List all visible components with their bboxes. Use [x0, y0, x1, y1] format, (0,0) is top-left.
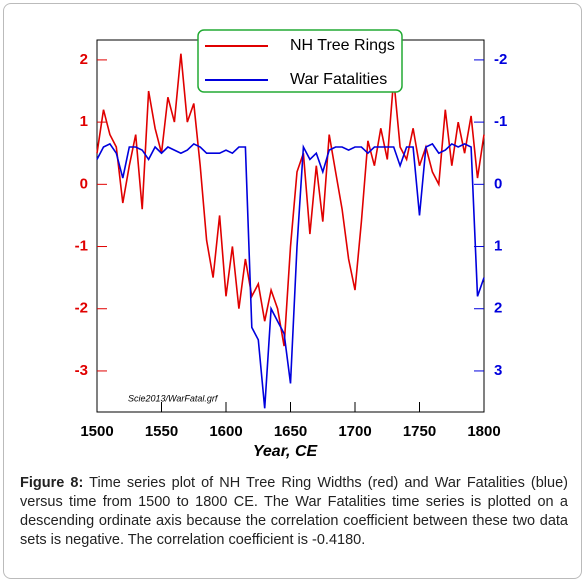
chart: Year, CE Scie2013/WarFatal.grf 1500 1550 1… [75, 29, 507, 460]
y-tick-label: -1 [75, 237, 88, 254]
x-tick-label: 1750 [403, 423, 436, 440]
y2-tick-label: 2 [494, 300, 502, 317]
figure-border [3, 3, 582, 579]
x-axis-label: Year, CE [253, 443, 319, 460]
legend-label: War Fatalities [290, 71, 387, 88]
y2-tick-label: -1 [494, 113, 507, 130]
caption: Figure 8: Time series plot of NH Tree Ri… [20, 474, 568, 550]
y-tick-label: -2 [75, 300, 88, 317]
plot-frame [96, 39, 485, 413]
y2-tick-label: 0 [494, 175, 502, 192]
series-line [96, 53, 485, 347]
caption-text: Time series plot of NH Tree Ring Widths … [20, 475, 568, 548]
x-tick-label: 1650 [274, 423, 307, 440]
y-tick-label: 0 [80, 175, 88, 192]
y2-tick-label: -2 [494, 51, 507, 68]
x-tick-label: 1550 [145, 423, 178, 440]
source-note: Scie2013/WarFatal.grf [128, 393, 219, 403]
series-line [96, 142, 485, 409]
y-tick-label: 1 [80, 113, 88, 130]
y-tick-label: -3 [75, 362, 88, 379]
y2-tick-label: 3 [494, 362, 502, 379]
legend-label: NH Tree Rings [290, 37, 395, 54]
caption-label: Figure 8: [20, 475, 84, 491]
x-tick-label: 1700 [338, 423, 371, 440]
x-tick-label: 1600 [209, 423, 242, 440]
y2-tick-label: 1 [494, 237, 502, 254]
x-tick-label: 1500 [80, 423, 113, 440]
x-tick-label: 1800 [467, 423, 500, 440]
y-tick-label: 2 [80, 51, 88, 68]
